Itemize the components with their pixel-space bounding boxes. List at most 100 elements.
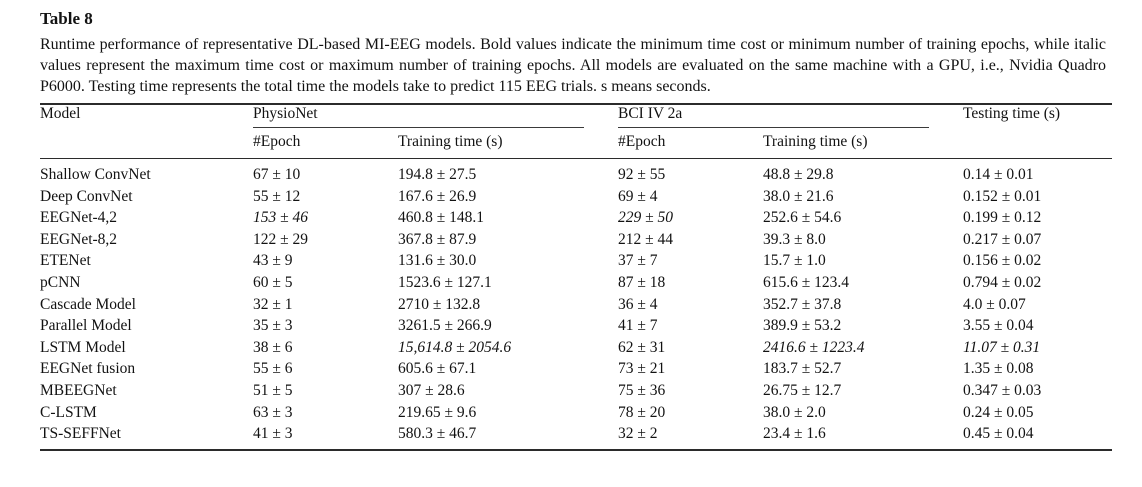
table-row: TS-SEFFNet 41 ± 3 580.3 ± 46.7 32 ± 2 23.4 ±…: [40, 423, 1112, 450]
table-row: Shallow ConvNet 67 ± 10 194.8 ± 27.5 92 ± 5…: [40, 159, 1112, 186]
col-group-bci-iv-2a: BCI IV 2a: [618, 104, 963, 128]
value-cell: 39.3 ± 8.0: [763, 230, 826, 248]
value-cell: 252.6 ± 54.6: [763, 209, 842, 227]
value-cell: 0.14 ± 0.01: [963, 166, 1034, 183]
value-cell: 23.4 ± 1.6: [763, 425, 826, 443]
value-cell: 352.7 ± 37.8: [763, 295, 842, 313]
table-label: Table 8: [40, 9, 93, 28]
table-row: EEGNet fusion 55 ± 6 605.6 ± 67.1 73 ± 21 18…: [40, 358, 1112, 380]
value-cell: 37 ± 7: [618, 252, 658, 270]
model-name-cell: Cascade Model: [40, 295, 136, 313]
value-cell: 43 ± 9: [253, 252, 293, 270]
value-cell: 0.347 ± 0.03: [963, 381, 1042, 399]
model-name-cell: LSTM Model: [40, 338, 126, 356]
table-row: Parallel Model 35 ± 3 3261.5 ± 266.9 41 ± 7…: [40, 315, 1112, 337]
value-cell: 153 ± 46: [253, 209, 309, 227]
table-row: Deep ConvNet 55 ± 12 167.6 ± 26.9 69 ± 4 38.…: [40, 186, 1112, 208]
value-cell: 26.75 ± 12.7: [763, 381, 842, 399]
value-cell: 63 ± 3: [253, 403, 293, 421]
value-cell: 229 ± 50: [618, 209, 674, 227]
model-name-cell: Parallel Model: [40, 317, 132, 335]
table-row: EEGNet-4,2 153 ± 46 460.8 ± 148.1 229 ± 50 2…: [40, 207, 1112, 229]
value-cell: 167.6 ± 26.9: [398, 187, 477, 205]
value-cell: 15,614.8 ± 2054.6: [398, 338, 512, 356]
value-cell: 15.7 ± 1.0: [763, 252, 826, 270]
value-cell: 194.8 ± 27.5: [398, 166, 477, 183]
value-cell: 69 ± 4: [618, 187, 658, 205]
model-name-cell: pCNN: [40, 273, 81, 291]
col-header-training-time-physionet: Training time (s): [398, 128, 618, 159]
value-cell: 75 ± 36: [618, 381, 666, 399]
value-cell: 73 ± 21: [618, 360, 666, 378]
value-cell: 11.07 ± 0.31: [963, 338, 1041, 356]
sub-header-row: #Epoch Training time (s) #Epoch Training…: [40, 128, 1112, 159]
value-cell: 212 ± 44: [618, 230, 674, 248]
value-cell: 0.794 ± 0.02: [963, 273, 1042, 291]
value-cell: 51 ± 5: [253, 381, 293, 399]
col-header-epoch-bci: #Epoch: [618, 128, 763, 159]
table-row: pCNN 60 ± 5 1523.6 ± 127.1 87 ± 18 615.6 ± 1…: [40, 272, 1112, 294]
value-cell: 1523.6 ± 127.1: [398, 273, 492, 291]
model-name-cell: EEGNet fusion: [40, 360, 136, 378]
value-cell: 615.6 ± 123.4: [763, 273, 850, 291]
model-name-cell: MBEEGNet: [40, 381, 117, 399]
value-cell: 41 ± 7: [618, 317, 658, 335]
value-cell: 605.6 ± 67.1: [398, 360, 477, 378]
value-cell: 4.0 ± 0.07: [963, 295, 1026, 313]
value-cell: 41 ± 3: [253, 425, 293, 443]
group-header-row: Model PhysioNet BCI IV 2a Testing time (…: [40, 104, 1113, 159]
value-cell: 389.9 ± 53.2: [763, 317, 842, 335]
model-name-cell: C-LSTM: [40, 403, 97, 421]
value-cell: 122 ± 29: [253, 230, 309, 248]
value-cell: 62 ± 31: [618, 338, 666, 356]
value-cell: 0.199 ± 0.12: [963, 209, 1042, 227]
value-cell: 0.45 ± 0.04: [963, 425, 1034, 443]
value-cell: 92 ± 55: [618, 166, 666, 183]
value-cell: 3.55 ± 0.04: [963, 317, 1034, 335]
value-cell: 0.152 ± 0.01: [963, 187, 1042, 205]
value-cell: 36 ± 4: [618, 295, 658, 313]
col-group-physionet: PhysioNet: [253, 104, 618, 128]
col-header-model: Model: [40, 104, 253, 159]
col-header-epoch-physionet: #Epoch: [253, 128, 398, 159]
col-header-training-time-bci: Training time (s): [763, 128, 964, 159]
value-cell: 183.7 ± 52.7: [763, 360, 842, 378]
value-cell: 1.35 ± 0.08: [963, 360, 1034, 378]
model-name-cell: Shallow ConvNet: [40, 166, 151, 183]
group-label-physionet: PhysioNet: [253, 105, 584, 128]
table-caption: Runtime performance of representative DL…: [40, 36, 1106, 95]
value-cell: 3261.5 ± 266.9: [398, 317, 492, 335]
table-row: MBEEGNet 51 ± 5 307 ± 28.6 75 ± 36 26.75 ± 1…: [40, 380, 1112, 402]
table-row: EEGNet-8,2 122 ± 29 367.8 ± 87.9 212 ± 44 39…: [40, 229, 1112, 251]
group-label-bci-iv-2a: BCI IV 2a: [618, 105, 930, 128]
value-cell: 87 ± 18: [618, 273, 666, 291]
value-cell: 38.0 ± 2.0: [763, 403, 826, 421]
table-row: C-LSTM 63 ± 3 219.65 ± 9.6 78 ± 20 38.0 ± 2.…: [40, 402, 1112, 424]
table-header: Model PhysioNet BCI IV 2a Testing time (…: [40, 104, 1113, 159]
value-cell: 48.8 ± 29.8: [763, 166, 834, 183]
model-name-cell: Deep ConvNet: [40, 187, 133, 205]
value-cell: 131.6 ± 30.0: [398, 252, 477, 270]
value-cell: 0.24 ± 0.05: [963, 403, 1034, 421]
col-header-testing-time: Testing time (s): [963, 104, 1113, 159]
value-cell: 55 ± 12: [253, 187, 301, 205]
value-cell: 32 ± 2: [618, 425, 658, 443]
table-row: ETENet 43 ± 9 131.6 ± 30.0 37 ± 7 15.7 ± 1.0…: [40, 250, 1112, 272]
value-cell: 60 ± 5: [253, 273, 293, 291]
value-cell: 67 ± 10: [253, 166, 301, 183]
value-cell: 38.0 ± 21.6: [763, 187, 834, 205]
table-body: Shallow ConvNet 67 ± 10 194.8 ± 27.5 92 ± 5…: [40, 159, 1112, 450]
value-cell: 38 ± 6: [253, 338, 293, 356]
value-cell: 460.8 ± 148.1: [398, 209, 485, 227]
value-cell: 2416.6 ± 1223.4: [763, 338, 865, 356]
value-cell: 0.217 ± 0.07: [963, 230, 1042, 248]
value-cell: 55 ± 6: [253, 360, 293, 378]
value-cell: 78 ± 20: [618, 403, 666, 421]
value-cell: 0.156 ± 0.02: [963, 252, 1042, 270]
value-cell: 35 ± 3: [253, 317, 293, 335]
model-name-cell: TS-SEFFNet: [40, 425, 121, 443]
model-name-cell: EEGNet-4,2: [40, 209, 118, 227]
runtime-performance-table: Model PhysioNet BCI IV 2a Testing time (…: [40, 103, 1113, 451]
value-cell: 580.3 ± 46.7: [398, 425, 477, 443]
